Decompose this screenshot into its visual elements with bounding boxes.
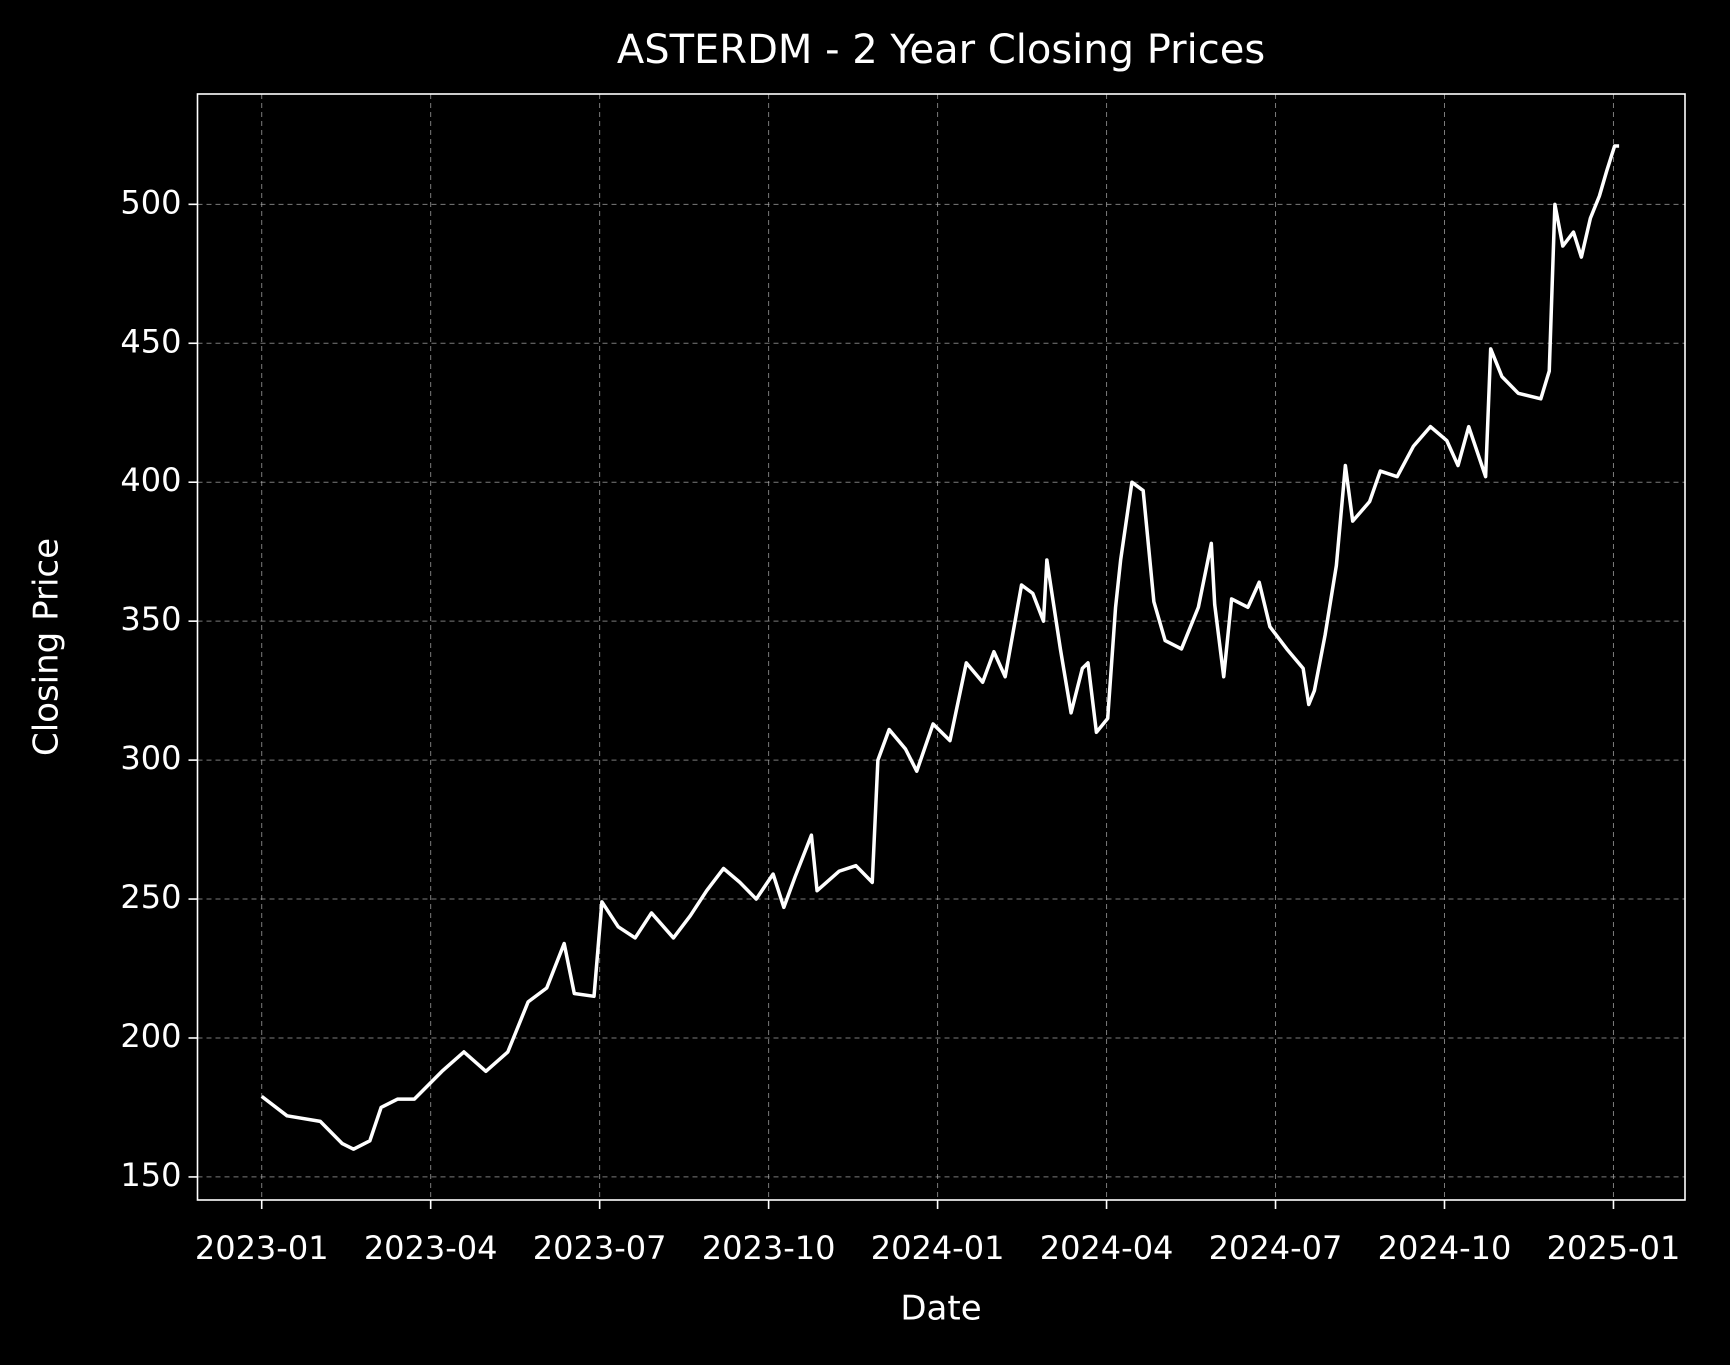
y-tick-label: 200 [120, 1017, 181, 1055]
y-tick-label: 300 [120, 739, 181, 777]
y-tick-label: 250 [120, 878, 181, 916]
x-tick-label: 2024-04 [1040, 1229, 1174, 1267]
x-tick-label: 2023-10 [702, 1229, 836, 1267]
y-axis-label: Closing Price [27, 538, 67, 756]
price-line [260, 144, 1620, 1151]
x-axis-label: Date [900, 1289, 981, 1329]
chart-title: ASTERDM - 2 Year Closing Prices [617, 27, 1265, 73]
x-tick-label: 2023-01 [195, 1229, 329, 1267]
y-tick-label: 150 [120, 1156, 181, 1194]
x-tick-label: 2025-01 [1547, 1229, 1681, 1267]
y-tick-label: 350 [120, 600, 181, 638]
plot-frame [196, 93, 1686, 1201]
y-tick-label: 500 [120, 183, 181, 221]
x-tick-label: 2024-01 [871, 1229, 1005, 1267]
x-tick-label: 2023-04 [364, 1229, 498, 1267]
y-tick-label: 400 [120, 461, 181, 499]
x-tick-label: 2023-07 [533, 1229, 667, 1267]
y-tick-label: 450 [120, 322, 181, 360]
x-tick-label: 2024-10 [1378, 1229, 1512, 1267]
x-tick-label: 2024-07 [1209, 1229, 1343, 1267]
